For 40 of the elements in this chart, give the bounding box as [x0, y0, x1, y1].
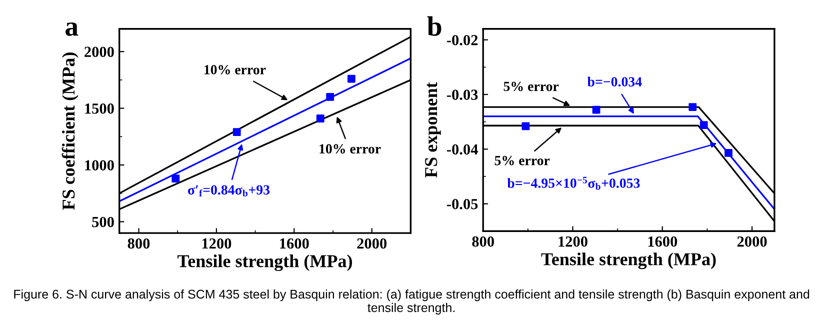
y-tick-label: -0.03 [446, 90, 478, 100]
point [172, 174, 180, 183]
annotation: b=−4.95×10$^{−5}$σ$_{b}$+0.053 [507, 176, 640, 190]
y-tick-label: 1500 [85, 103, 114, 114]
point [688, 103, 697, 111]
x-axis-title: Tensile strength (MPa) [178, 254, 352, 272]
y-tick-label: -0.05 [446, 198, 478, 210]
point [522, 122, 530, 130]
y-tick-label: -0.02 [446, 34, 478, 46]
x-tick-label: 2000 [357, 238, 387, 249]
caption: Figure 6. S-N curve analysis of SCM 435 steel by Basquin relation: (a) fatigue strength coefficient and tensile strength (b) Basquin exponent and tensile strength. [14, 289, 810, 315]
point [347, 74, 356, 83]
point [724, 149, 732, 157]
text: a [66, 22, 78, 36]
x-tick-label: 1600 [648, 236, 678, 247]
point [700, 121, 708, 130]
point [326, 92, 334, 101]
y-tick-label: 2000 [84, 46, 114, 58]
y-tick-label: 1000 [85, 160, 114, 170]
x-tick-label: 800 [472, 236, 494, 247]
annotation: 5% error [494, 156, 550, 166]
x-tick-label: 1200 [558, 236, 588, 247]
annotation: 10% error [320, 144, 381, 154]
annotation: σ′$_{f}$=0.84σ$_{b}$+93 [188, 185, 270, 196]
annotation: 5% error [504, 82, 559, 92]
annotation: 10% error [204, 65, 266, 74]
point [592, 106, 600, 114]
y-tick-label: 500 [92, 216, 114, 228]
x-tick-label: 1200 [202, 238, 232, 249]
text: b [427, 16, 442, 36]
x-tick-label: 1600 [280, 238, 309, 249]
x-tick-label: 2000 [737, 236, 767, 247]
y-axis-title: FS exponent [425, 82, 441, 178]
y-tick-label: -0.04 [446, 144, 478, 155]
x-tick-label: 800 [128, 238, 150, 249]
x-axis-title: Tensile strength (MPa) [541, 252, 716, 270]
point [316, 114, 324, 122]
point [232, 128, 241, 136]
annotation: b=−0.034 [587, 76, 642, 87]
y-axis-title: FS coefficient (MPa) [62, 52, 78, 210]
